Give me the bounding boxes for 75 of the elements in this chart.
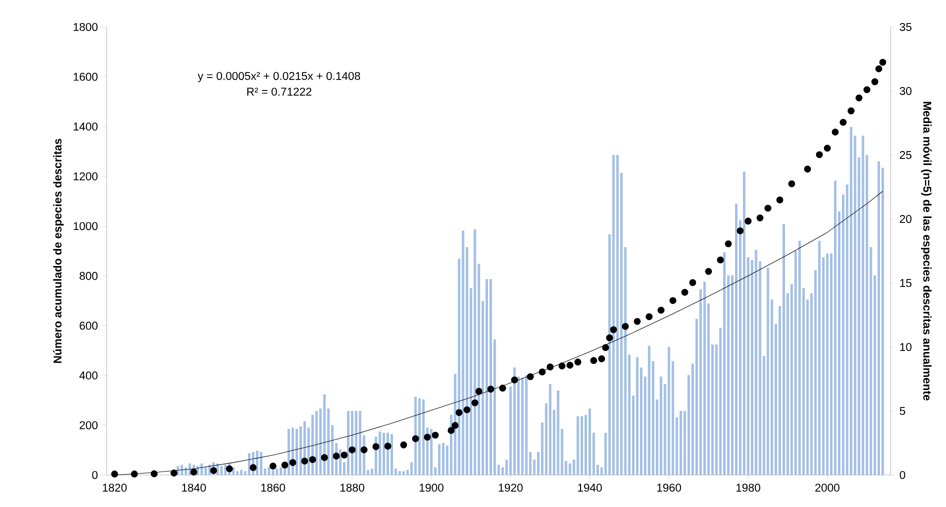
bar — [462, 230, 464, 475]
bar — [204, 467, 207, 475]
bar — [200, 463, 203, 475]
bar — [358, 411, 362, 475]
bar — [521, 378, 524, 475]
bar — [580, 416, 584, 475]
y-tick-label: 400 — [79, 371, 98, 380]
bar — [588, 408, 591, 475]
x-tick-label: 1940 — [578, 484, 602, 492]
bar — [723, 252, 726, 475]
bar — [648, 346, 650, 475]
bar — [680, 411, 682, 475]
bar — [616, 155, 619, 475]
bar — [442, 443, 444, 475]
x-tick-label: 1820 — [102, 484, 127, 492]
y-axis-title: Número acumulado de especies descritas — [53, 138, 64, 363]
bar — [390, 434, 393, 475]
bar — [703, 282, 706, 475]
bar — [782, 224, 785, 475]
bar — [766, 268, 770, 475]
y2-tick-label: 30 — [900, 87, 912, 95]
bar — [668, 347, 670, 475]
x-tick-label: 1840 — [182, 484, 206, 492]
bar — [818, 240, 821, 475]
x-tick-label: 1880 — [340, 484, 364, 492]
y-tick-label: 0 — [92, 471, 98, 479]
bar — [754, 250, 758, 475]
y-tick-label: 1000 — [74, 222, 98, 230]
x-tick-label: 1980 — [736, 484, 760, 492]
bar — [260, 452, 262, 475]
bar — [556, 390, 560, 475]
bar — [576, 416, 580, 475]
y2-tick-label: 35 — [900, 23, 912, 31]
x-tick-label: 1960 — [657, 484, 682, 492]
bar — [248, 453, 250, 475]
y2-tick-label: 25 — [900, 151, 912, 159]
y2-tick-label: 20 — [900, 215, 912, 223]
y-tick-label: 600 — [80, 322, 98, 330]
y2-tick-label: 15 — [900, 279, 912, 287]
bar — [862, 136, 864, 475]
bar — [834, 180, 836, 475]
annotation: R² = 0.71222 — [247, 88, 312, 96]
bar — [240, 470, 243, 475]
bar — [296, 428, 298, 475]
bar — [402, 471, 405, 475]
y2-tick-label: 10 — [900, 343, 912, 351]
bar — [378, 431, 382, 475]
bar — [438, 444, 441, 475]
y-tick-label: 1200 — [74, 172, 98, 180]
bar — [548, 384, 552, 475]
x-tick-label: 2000 — [815, 484, 840, 492]
bar — [315, 411, 318, 475]
bar — [735, 204, 738, 475]
bar — [660, 376, 662, 475]
y2-tick-label: 0 — [900, 471, 906, 479]
bar — [826, 254, 829, 475]
y-tick-label: 1400 — [74, 122, 98, 131]
y2-axis-title: Media móvil (n=5) de las especies descritas anualmente — [921, 102, 932, 400]
bar — [636, 357, 638, 475]
bar — [850, 126, 852, 475]
y-tick-label: 800 — [80, 272, 98, 280]
bar — [568, 463, 572, 475]
bar — [878, 161, 880, 475]
y-tick-label: 1600 — [74, 72, 98, 81]
bar — [236, 471, 239, 475]
bar — [398, 471, 401, 475]
x-tick-label: 1860 — [261, 484, 286, 492]
y-tick-label: 200 — [80, 421, 98, 430]
x-tick-label: 1900 — [420, 484, 444, 492]
y2-tick-label: 5 — [900, 407, 906, 415]
bar — [276, 468, 278, 475]
bar — [798, 240, 801, 475]
x-tick-label: 1920 — [498, 484, 523, 492]
annotation: y = 0.0005x² + 0.0215x + 0.1408 — [198, 72, 360, 82]
y-tick-label: 1800 — [74, 23, 98, 31]
